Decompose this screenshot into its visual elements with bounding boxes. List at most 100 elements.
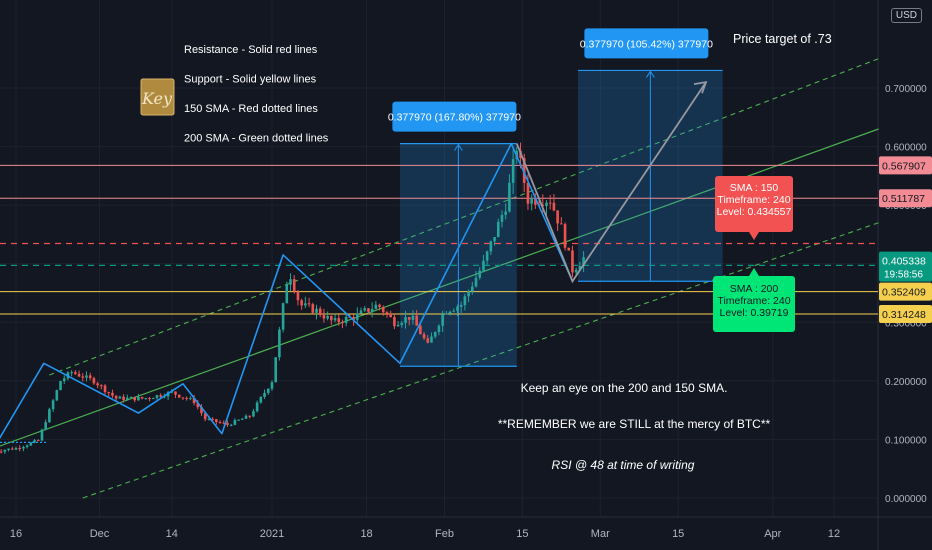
candle-body xyxy=(560,223,563,225)
candle-body xyxy=(456,306,459,311)
resistance-2-price-tag xyxy=(879,189,932,208)
candle-body xyxy=(322,315,326,319)
candle-body xyxy=(77,373,81,377)
support-2-price-label: 0.314248 xyxy=(882,309,926,321)
candle-body xyxy=(459,305,463,307)
candle-body xyxy=(159,395,162,397)
candle-body xyxy=(522,158,526,183)
candle-body xyxy=(326,316,329,319)
candle-body xyxy=(0,451,3,453)
candle-body xyxy=(393,317,396,327)
sma200-callout-pointer xyxy=(749,268,759,276)
candle-body xyxy=(151,398,155,400)
candle-body xyxy=(337,318,341,323)
resistance-1-price-label: 0.567907 xyxy=(882,160,926,172)
support-1-price-tag xyxy=(879,282,932,301)
candle-body xyxy=(318,308,322,316)
candle-body xyxy=(352,316,355,320)
candle-body xyxy=(40,429,44,441)
sma150-callout-line: SMA : 150 xyxy=(730,182,779,194)
currency-badge[interactable]: USD xyxy=(890,8,922,23)
candle-body xyxy=(240,418,244,420)
candle-body xyxy=(48,409,51,423)
price-target-note: Price target of .73 xyxy=(733,32,832,46)
candle-body xyxy=(493,236,496,242)
time-tick-label: 15 xyxy=(672,528,684,540)
candle-body xyxy=(482,260,485,271)
candle-body xyxy=(226,422,229,425)
sma150-callout-line: Timeframe: 240 xyxy=(717,194,790,206)
candle-body xyxy=(311,304,315,313)
candle-body xyxy=(315,308,318,313)
candle-body xyxy=(196,403,200,408)
price-tick-label: 0.000000 xyxy=(885,494,927,505)
sma150-callout-pointer xyxy=(749,232,759,240)
candle-body xyxy=(81,376,85,378)
price-tick-label: 0.700000 xyxy=(885,84,927,95)
projection-arrow-head xyxy=(693,81,708,94)
candle-body xyxy=(415,315,418,326)
candle-body xyxy=(541,204,545,206)
note-rsi: RSI @ 48 at time of writing xyxy=(552,458,695,472)
candle-body xyxy=(96,383,99,386)
sma150-callout-line: Level: 0.434557 xyxy=(717,206,792,218)
candle-body xyxy=(396,324,400,327)
candle-body xyxy=(407,317,411,320)
candle-body xyxy=(129,396,133,398)
candle-body xyxy=(181,397,185,399)
candle-body xyxy=(185,397,188,399)
candle-body xyxy=(496,221,500,237)
candle-body xyxy=(252,411,255,417)
time-tick-label: 16 xyxy=(10,528,22,540)
candle-body xyxy=(341,322,344,324)
measure-label-box xyxy=(584,28,709,59)
candle-body xyxy=(274,357,277,383)
candle-body xyxy=(452,310,456,312)
note-sma: Keep an eye on the 200 and 150 SMA. xyxy=(521,381,728,395)
candle-body xyxy=(378,304,381,307)
time-tick-label: Feb xyxy=(435,528,454,540)
candle-body xyxy=(307,303,311,305)
candle-body xyxy=(433,332,437,337)
candle-body xyxy=(189,398,192,400)
candle-body xyxy=(385,312,389,314)
candle-body xyxy=(448,311,452,314)
candle-body xyxy=(485,251,489,261)
candle-body xyxy=(333,318,337,321)
candle-body xyxy=(133,396,137,401)
candle-body xyxy=(74,372,77,374)
candle-body xyxy=(422,334,426,339)
candle-body xyxy=(563,224,567,248)
candle-body xyxy=(426,338,430,343)
candle-body xyxy=(203,413,207,420)
time-tick-label: Mar xyxy=(591,528,610,540)
candle-body xyxy=(285,284,289,304)
time-tick-label: 14 xyxy=(166,528,178,540)
candle-body xyxy=(3,449,7,452)
legend-item: 200 SMA - Green dotted lines xyxy=(184,133,329,145)
candle-body xyxy=(463,296,467,306)
candle-body xyxy=(556,210,559,224)
candle-body xyxy=(103,385,107,393)
measure-arrow-head xyxy=(645,70,655,78)
candle-body xyxy=(137,396,140,401)
candle-body xyxy=(140,396,144,399)
candle-body xyxy=(437,325,441,333)
time-tick-label: Dec xyxy=(90,528,110,540)
candle-body xyxy=(10,448,14,450)
candle-body xyxy=(574,269,578,273)
candle-body xyxy=(511,159,515,183)
candle-body xyxy=(404,317,407,323)
candle-body xyxy=(504,211,507,215)
candle-body xyxy=(367,308,370,312)
candle-body xyxy=(51,400,55,410)
candle-body xyxy=(7,448,10,450)
candle-body xyxy=(266,388,270,393)
candle-body xyxy=(304,303,307,306)
time-tick-label: 15 xyxy=(516,528,528,540)
candle-body xyxy=(344,316,348,323)
candle-body xyxy=(33,440,36,443)
candle-body xyxy=(148,398,151,400)
candle-body xyxy=(100,385,103,387)
